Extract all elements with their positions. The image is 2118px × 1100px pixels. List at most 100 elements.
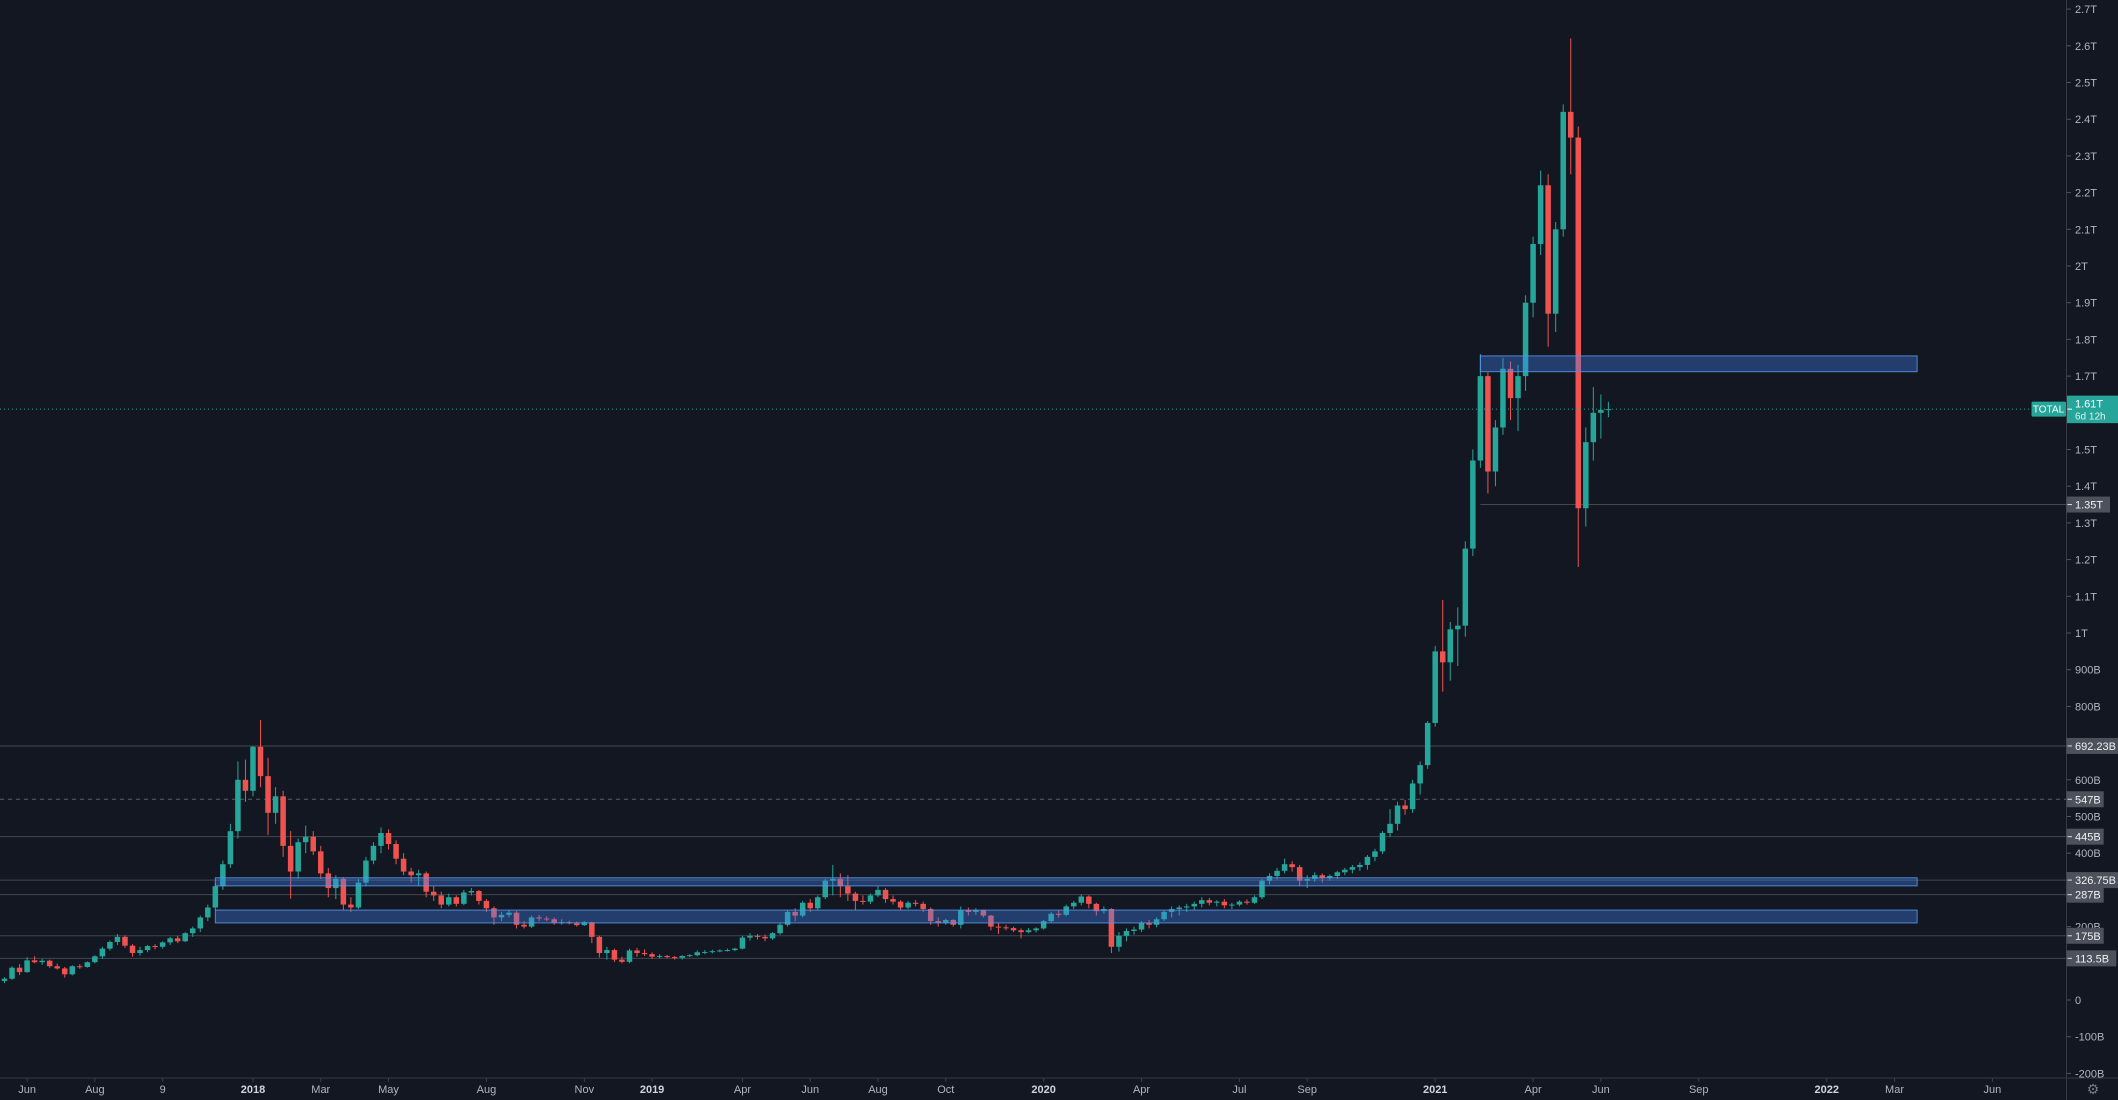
candle: [159, 942, 166, 947]
candle: [1583, 442, 1589, 509]
candles-layer: [1, 38, 1612, 984]
price-level-label-box: [2066, 886, 2104, 903]
candle: [295, 842, 301, 872]
candle: [1071, 902, 1077, 907]
price-level-label: 287B: [2075, 890, 2101, 902]
candle: [656, 955, 663, 957]
price-tick-label: 2.4T: [2075, 114, 2097, 126]
candle: [107, 942, 113, 949]
candle: [754, 935, 761, 937]
candle: [574, 923, 580, 926]
price-level-label-box: [2066, 927, 2104, 944]
candle: [1500, 368, 1506, 428]
candle: [197, 917, 204, 929]
rectangle-drawing[interactable]: [214, 909, 1918, 924]
candle: [235, 779, 241, 832]
time-axis[interactable]: [0, 1078, 2066, 1100]
candle: [190, 928, 196, 934]
candle: [1357, 864, 1363, 868]
candle: [1342, 869, 1348, 873]
time-tick-label: Sep: [1689, 1084, 1709, 1096]
candle: [611, 950, 618, 960]
price-level-label-box: [2066, 828, 2104, 845]
time-tick-label: Apr: [1525, 1084, 1542, 1096]
candle: [1349, 867, 1356, 870]
candle: [1485, 376, 1491, 472]
candle: [506, 912, 512, 915]
candle: [882, 889, 889, 900]
time-tick-label: Jul: [1232, 1084, 1246, 1096]
candle: [1251, 897, 1258, 903]
candle: [1183, 906, 1190, 908]
price-tick-label: 0: [2075, 995, 2081, 1007]
candle: [137, 950, 143, 954]
candle: [958, 910, 964, 925]
candle: [536, 917, 542, 919]
candle: [596, 936, 603, 954]
candle: [1229, 904, 1235, 906]
candle: [1552, 229, 1559, 314]
candle: [1078, 896, 1085, 903]
time-tick-label: Mar: [1885, 1084, 1904, 1096]
candle: [589, 922, 595, 937]
price-level-label: 175B: [2075, 931, 2101, 943]
rectangle-drawing[interactable]: [214, 877, 1918, 887]
time-tick-label: Jun: [801, 1084, 819, 1096]
candle: [694, 952, 701, 956]
candle: [250, 746, 256, 791]
candle: [1191, 903, 1197, 907]
candle: [129, 945, 136, 954]
candle: [1131, 929, 1137, 932]
rectangle-drawings[interactable]: [214, 355, 1918, 924]
candle: [1048, 913, 1054, 922]
candle: [1334, 872, 1341, 876]
time-tick-label: Aug: [85, 1084, 105, 1096]
current-price-value: 1.61T: [2075, 399, 2103, 411]
price-axis[interactable]: [2066, 0, 2118, 1078]
price-tick-label: 2.5T: [2075, 78, 2097, 90]
price-tick-label: 1.8T: [2075, 334, 2097, 346]
price-tick-label: 1T: [2075, 628, 2088, 640]
time-tick-label: Mar: [311, 1084, 330, 1096]
candle: [1470, 460, 1476, 549]
candle: [1206, 900, 1213, 903]
candle: [39, 960, 45, 963]
candle: [393, 844, 399, 859]
candle: [1402, 805, 1408, 810]
candle: [1063, 906, 1069, 915]
candle: [513, 912, 520, 925]
candle: [1394, 805, 1401, 824]
candle: [174, 938, 181, 942]
candle: [626, 950, 633, 962]
price-tick-label: 2.2T: [2075, 188, 2097, 200]
candle: [1507, 368, 1514, 399]
price-level-label-box: [2066, 950, 2117, 967]
price-tick-label: 1.3T: [2075, 518, 2097, 530]
price-lines-layer[interactable]: [0, 504, 2067, 959]
candle: [1311, 875, 1318, 879]
candle: [1199, 900, 1205, 904]
price-tick-label: 1.1T: [2075, 591, 2097, 603]
candle: [1086, 896, 1092, 904]
candle-countdown: 6d 12h: [2075, 412, 2106, 423]
candle: [965, 910, 972, 912]
candle: [551, 919, 557, 923]
price-level-label-box: [2066, 872, 2118, 889]
candle: [1530, 243, 1536, 303]
candle: [1492, 427, 1499, 472]
time-tick-label: Jun: [1592, 1084, 1610, 1096]
candle: [430, 891, 437, 896]
candle: [604, 950, 610, 954]
time-tick-label: 2019: [640, 1084, 664, 1096]
candle: [385, 833, 392, 845]
candle: [686, 955, 693, 957]
candle: [521, 924, 527, 927]
candle: [1379, 833, 1386, 852]
candle: [867, 895, 874, 902]
candle: [1575, 137, 1582, 509]
candle: [837, 878, 844, 887]
price-tick-label: 800B: [2075, 701, 2101, 713]
rectangle-drawing[interactable]: [1479, 355, 1918, 373]
axis-settings-gear-icon[interactable]: ⚙: [2072, 1079, 2114, 1099]
